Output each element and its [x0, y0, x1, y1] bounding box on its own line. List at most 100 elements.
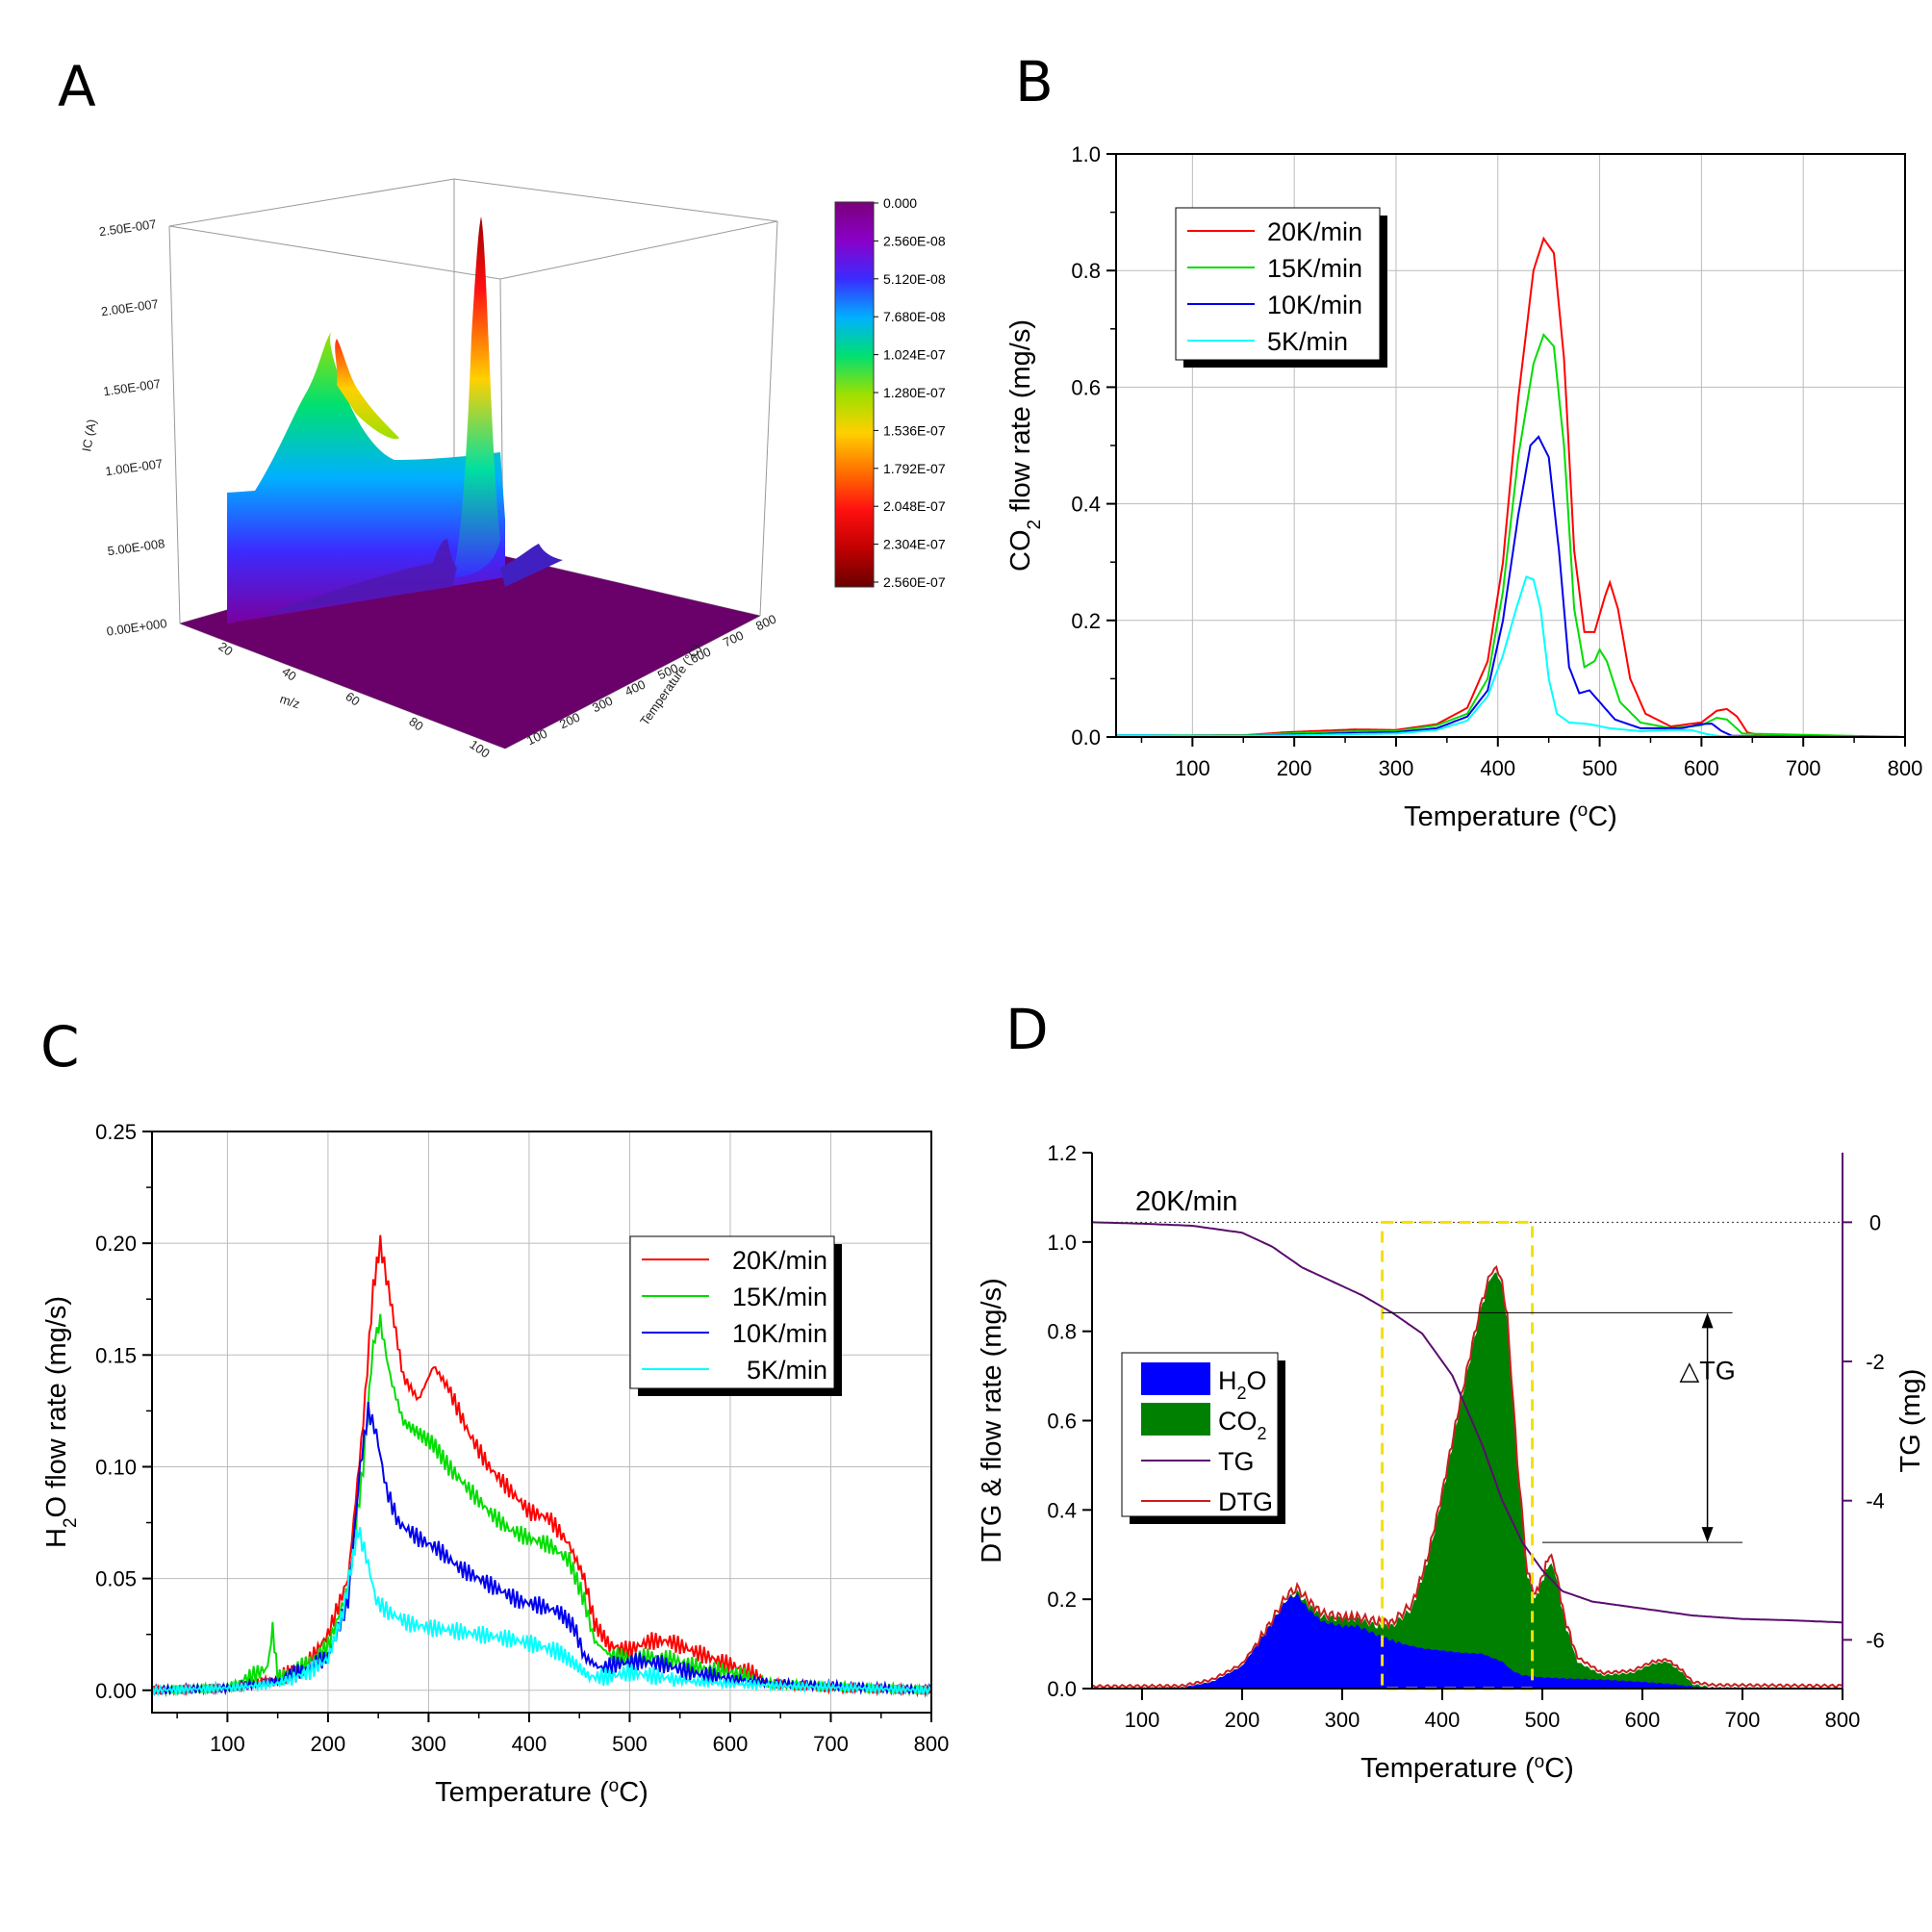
legend-label-main: TG — [1218, 1447, 1255, 1476]
dtg-line — [1091, 1264, 1843, 1690]
x-tick-label: 400 — [1425, 1708, 1461, 1732]
x-axis-title-unit: C) — [619, 1777, 648, 1808]
colorbar-tick-label: 1.024E-07 — [883, 347, 946, 363]
panel-c-h2o-chart: 100 200 300 400 500 600 700 800 0.00 0.05 0.10 0.15… — [41, 1120, 949, 1808]
x-tick-label: 800 — [914, 1732, 950, 1756]
legend-label: 10K/min — [1267, 291, 1362, 319]
y-axis-title-main: H — [41, 1528, 72, 1548]
y-axis-title-rest: flow rate (mg/s) — [1005, 319, 1036, 520]
legend-label: 20K/min — [1267, 217, 1362, 246]
x-tick-label: 800 — [1825, 1708, 1861, 1732]
x-axis-title: Temperature (oC) — [1404, 801, 1617, 833]
x-axis-title: Temperature (oC) — [1360, 1752, 1574, 1785]
colorbar-tick-label: 2.048E-07 — [883, 498, 946, 514]
legend-swatch — [1141, 1403, 1210, 1436]
legend-label: 10K/min — [732, 1319, 827, 1348]
right-tick-label: -6 — [1866, 1628, 1885, 1652]
panel-label-b: B — [1015, 49, 1054, 114]
legend-label: 5K/min — [1267, 327, 1348, 356]
y-tick-label: 0.8 — [1047, 1320, 1077, 1344]
y-axis-title: DTG & flow rate (mg/s) — [977, 1278, 1007, 1563]
y-tick-label: 0.05 — [95, 1567, 137, 1591]
x-tick-label: 100 — [1175, 756, 1210, 780]
colorbar-tick-label: 1.536E-07 — [883, 422, 946, 438]
legend-label-main: DTG — [1218, 1487, 1273, 1516]
x-axis-title-degree: o — [1578, 801, 1589, 821]
legend-label-main: H — [1218, 1366, 1237, 1395]
x-tick-label: 200 — [1277, 756, 1312, 780]
z-tick-label: 0.00E+000 — [106, 616, 168, 639]
colorbar-tick-label: 1.280E-07 — [883, 385, 946, 400]
x-tick-label: 200 — [311, 1732, 346, 1756]
right-axis-title: TG (mg) — [1895, 1369, 1926, 1473]
series-line — [151, 1527, 932, 1698]
colorbar-tick-label: 2.560E-07 — [883, 574, 946, 590]
y-tick-label: 0.0 — [1047, 1677, 1077, 1701]
x-tick-label: 60 — [343, 689, 362, 709]
x-tick-label: 800 — [1888, 756, 1923, 780]
x-tick-label: 100 — [210, 1732, 245, 1756]
x-axis-title: Temperature (oC) — [435, 1776, 648, 1809]
x-tick-label: 300 — [1379, 756, 1414, 780]
surface-peak-h2o — [335, 339, 399, 440]
surface-minor-ridge — [260, 539, 457, 616]
legend-label: 20K/min — [732, 1246, 827, 1275]
colorbar-ticks: 0.000 2.560E-08 5.120E-08 7.680E-08 1.024E-0… — [874, 195, 946, 590]
x-tick-label: 500 — [1582, 756, 1617, 780]
legend-label: DTG — [1218, 1487, 1273, 1516]
panel-a-surface-chart: 0.00E+000 5.00E-008 1.00E-007 1.50E-007 2.00… — [79, 178, 946, 761]
colorbar-tick-label: 2.560E-08 — [883, 233, 946, 248]
delta-arrow-head-down — [1701, 1527, 1714, 1543]
y-tick-label: 0.25 — [95, 1120, 137, 1144]
x-tick-label: 600 — [1625, 1708, 1661, 1732]
x-tick-label: 100 — [1125, 1708, 1160, 1732]
z-tick-label: 2.50E-007 — [98, 216, 158, 239]
legend-swatch — [1141, 1362, 1210, 1395]
y-tick-label: 0.4 — [1047, 1498, 1077, 1522]
surface-minor-ridge-2 — [500, 544, 563, 587]
y-tick-label: 0.6 — [1071, 375, 1101, 399]
y-tick-label: 1.0 — [1047, 1231, 1077, 1255]
x-tick-label: 600 — [1684, 756, 1719, 780]
x-tick-label: 500 — [612, 1732, 648, 1756]
legend-label-rest: O — [1247, 1366, 1267, 1395]
z-tick-label: 1.00E-007 — [105, 456, 165, 478]
x-tick-label: 500 — [1525, 1708, 1561, 1732]
x-axis-title-unit: C) — [1588, 801, 1617, 832]
x-tick-label: 300 — [1325, 1708, 1360, 1732]
x-tick-label: 200 — [1225, 1708, 1260, 1732]
colorbar-tick-label: 1.792E-07 — [883, 461, 946, 476]
rate-annotation: 20K/min — [1135, 1186, 1237, 1217]
y-tick-label: 1.2 — [1047, 1141, 1077, 1165]
x-axis-title-degree: o — [1535, 1752, 1545, 1772]
y-tick-label: 0.2 — [1071, 609, 1101, 633]
right-tick-label: -2 — [1866, 1350, 1885, 1374]
x-axis-title: m/z — [278, 692, 302, 712]
x-tick-label: 400 — [1480, 756, 1515, 780]
colorbar-tick-label: 7.680E-08 — [883, 309, 946, 324]
legend-label-main: CO — [1218, 1407, 1258, 1436]
legend-label-sub: 2 — [1237, 1384, 1247, 1403]
surface-peak-co2 — [452, 216, 500, 577]
panel-label-d: D — [1005, 997, 1049, 1062]
x-tick-label: 400 — [512, 1732, 547, 1756]
colorbar-tick-label: 0.000 — [883, 195, 917, 211]
legend-label: 15K/min — [1267, 254, 1362, 283]
y-tick-label: 0.2 — [1047, 1588, 1077, 1612]
right-tick-label: 0 — [1869, 1210, 1881, 1234]
y-tick-label: 1.0 — [1071, 142, 1101, 166]
legend-box — [1175, 207, 1381, 361]
x-tick-label: 80 — [406, 714, 425, 734]
panel-label-a: A — [58, 54, 96, 119]
y-tick-label: 0.15 — [95, 1343, 137, 1367]
y-tick-label: 0.6 — [1047, 1410, 1077, 1434]
x-tick-label: 300 — [411, 1732, 446, 1756]
x-tick-label: 40 — [279, 664, 298, 684]
legend-label-sub: 2 — [1258, 1424, 1267, 1443]
y-tick-label: 0.4 — [1071, 493, 1101, 517]
colorbar-tick-label: 2.304E-07 — [883, 537, 946, 552]
y-axis-title-sub: 2 — [61, 1517, 81, 1528]
legend-label: TG — [1218, 1447, 1255, 1476]
y-tick-label: 0.0 — [1071, 725, 1101, 750]
y-tick-label: 0.8 — [1071, 259, 1101, 283]
